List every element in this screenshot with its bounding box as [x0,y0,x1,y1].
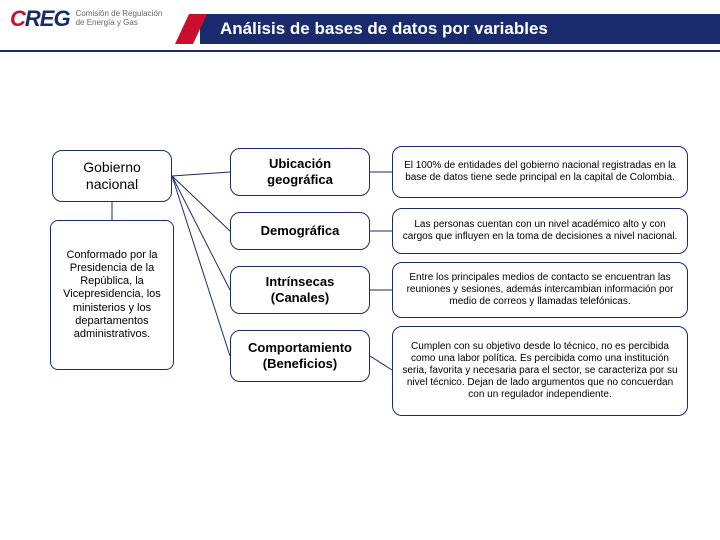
description-text-4: Cumplen con su objetivo desde lo técnico… [401,341,679,401]
diagram-content: Gobierno nacional Conformado por la Pres… [0,140,720,540]
description-node-3: Entre los principales medios de contacto… [392,262,688,318]
title-bar: Análisis de bases de datos por variables [200,14,720,44]
category-label-2: Demográfica [261,223,340,239]
header-divider [0,50,720,52]
description-node-4: Cumplen con su objetivo desde lo técnico… [392,326,688,416]
category-node-1: Ubicación geográfica [230,148,370,196]
root-label: Gobierno nacional [61,159,163,193]
description-node-1: El 100% de entidades del gobierno nacion… [392,146,688,198]
description-text-3: Entre los principales medios de contacto… [401,272,679,308]
logo-mark: CREG [10,6,70,32]
category-node-2: Demográfica [230,212,370,250]
category-label-4: Comportamiento (Beneficios) [239,340,361,371]
page-title: Análisis de bases de datos por variables [220,19,548,39]
logo-subtitle: Comisión de Regulación de Energía y Gas [76,10,163,28]
header: CREG Comisión de Regulación de Energía y… [0,0,720,56]
category-node-4: Comportamiento (Beneficios) [230,330,370,382]
root-node: Gobierno nacional [52,150,172,202]
category-node-3: Intrínsecas (Canales) [230,266,370,314]
description-node-2: Las personas cuentan con un nivel académ… [392,208,688,254]
logo: CREG Comisión de Regulación de Energía y… [10,6,162,32]
category-label-1: Ubicación geográfica [239,156,361,187]
category-label-3: Intrínsecas (Canales) [239,274,361,305]
root-description: Conformado por la Presidencia de la Repú… [50,220,174,370]
description-text-1: El 100% de entidades del gobierno nacion… [401,160,679,184]
description-text-2: Las personas cuentan con un nivel académ… [401,219,679,243]
logo-subtitle-line2: de Energía y Gas [76,19,163,28]
root-description-text: Conformado por la Presidencia de la Repú… [59,249,165,341]
